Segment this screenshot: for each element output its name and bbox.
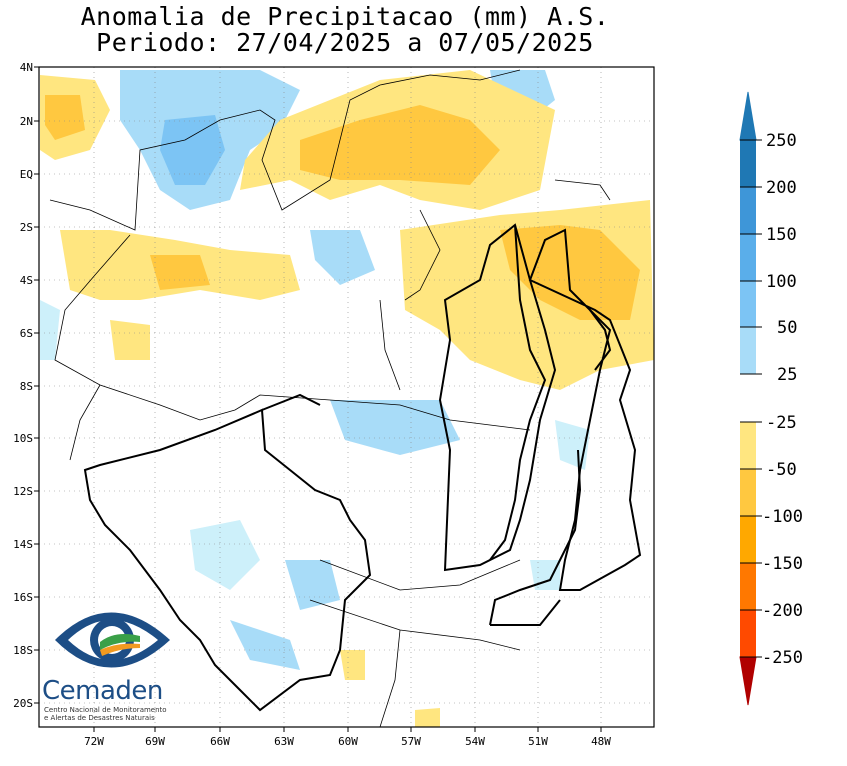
- colorbar-label: -200: [762, 601, 803, 621]
- colorbar-swatch: [740, 516, 756, 563]
- colorbar-swatch: [740, 234, 756, 281]
- lon-label: 72W: [84, 735, 104, 748]
- wet-anomaly-center: [310, 230, 375, 285]
- lat-labels: 4N 2N EQ 2S 4S 6S 8S 10S 12S 14S 16S 18S…: [13, 61, 33, 710]
- wet-anomaly-south2: [230, 620, 300, 670]
- dry-anomaly-w2: [110, 320, 150, 360]
- cemaden-logo-icon: [55, 612, 170, 668]
- dry-anomaly-sw: [340, 650, 365, 680]
- lat-label: EQ: [20, 168, 33, 181]
- logo-subtitle-line2: e Alertas de Desastres Naturais: [44, 714, 155, 722]
- wet-anomaly-mid: [330, 400, 460, 455]
- colorbar-label: -150: [762, 554, 803, 574]
- colorbar-swatch: [740, 187, 756, 234]
- logo-wordmark: Cemaden: [42, 676, 163, 706]
- colorbar-label: -50: [766, 460, 797, 480]
- lat-label: 4N: [20, 61, 33, 74]
- lon-label: 63W: [274, 735, 294, 748]
- colorbar-swatch: [740, 374, 756, 422]
- colorbar-swatch: [740, 469, 756, 516]
- dry-anomaly-north-core: [300, 105, 500, 185]
- dry-anomaly-east-core: [500, 225, 640, 320]
- lat-label: 10S: [13, 432, 33, 445]
- colorbar: 250 200 150 100 50 25 -25 -50 -100 -150 …: [739, 91, 803, 706]
- lat-label: 12S: [13, 485, 33, 498]
- colorbar-label: 150: [766, 225, 797, 245]
- boundaries: [49, 69, 611, 727]
- lon-labels: 72W 69W 66W 63W 60W 57W 54W 51W 48W: [84, 735, 611, 748]
- colorbar-label: -250: [762, 648, 803, 668]
- lat-label: 8S: [20, 380, 33, 393]
- lat-label: 16S: [13, 591, 33, 604]
- colorbar-arrow-bottom: [739, 656, 757, 706]
- colorbar-swatch: [740, 140, 756, 187]
- colorbar-label: 250: [766, 131, 797, 151]
- wet-anomaly-sw: [190, 520, 260, 590]
- lon-label: 69W: [145, 735, 165, 748]
- lat-label: 20S: [13, 697, 33, 710]
- colorbar-label: 200: [766, 178, 797, 198]
- lat-label: 2N: [20, 115, 33, 128]
- dry-anomaly-nw-core: [45, 95, 85, 140]
- lon-label: 66W: [210, 735, 230, 748]
- colorbar-swatch: [740, 563, 756, 610]
- colorbar-label: -100: [762, 507, 803, 527]
- wet-anomaly-north-core: [160, 115, 225, 185]
- lon-label: 57W: [401, 735, 421, 748]
- map-title-line2: Periodo: 27/04/2025 a 07/05/2025: [96, 28, 594, 57]
- lat-label: 2S: [20, 221, 33, 234]
- wet-anomaly-south: [285, 560, 340, 610]
- lon-label: 48W: [591, 735, 611, 748]
- colorbar-swatch: [740, 281, 756, 327]
- lon-label: 51W: [528, 735, 548, 748]
- colorbar-label: 100: [766, 272, 797, 292]
- dry-anomaly-west-core: [150, 255, 210, 290]
- lon-label: 54W: [465, 735, 485, 748]
- colorbar-arrow-top: [739, 91, 757, 141]
- wet-anomaly-east: [555, 420, 590, 470]
- lat-label: 4S: [20, 274, 33, 287]
- tick-marks: [34, 66, 602, 732]
- wet-anomaly-west: [40, 300, 60, 360]
- logo-subtitle: Centro Nacional de Monitoramento e Alert…: [44, 706, 194, 722]
- lon-label: 60W: [338, 735, 358, 748]
- basin-outlines: [83, 223, 642, 712]
- dry-anomaly-s: [415, 708, 440, 727]
- colorbar-swatch: [740, 327, 756, 374]
- colorbar-label: 50: [777, 318, 797, 338]
- map-title-line1: Anomalia de Precipitacao (mm) A.S.: [80, 2, 610, 31]
- wet-anomaly-se: [530, 560, 560, 590]
- colorbar-label: 25: [777, 365, 797, 385]
- anomaly-field: [39, 67, 654, 727]
- map-frame: [38, 66, 655, 728]
- colorbar-label: -25: [766, 413, 797, 433]
- lat-label: 14S: [13, 538, 33, 551]
- colorbar-swatch: [740, 422, 756, 469]
- lat-label: 6S: [20, 327, 33, 340]
- logo-subtitle-line1: Centro Nacional de Monitoramento: [44, 706, 167, 714]
- colorbar-swatch: [740, 610, 756, 657]
- lat-label: 18S: [13, 644, 33, 657]
